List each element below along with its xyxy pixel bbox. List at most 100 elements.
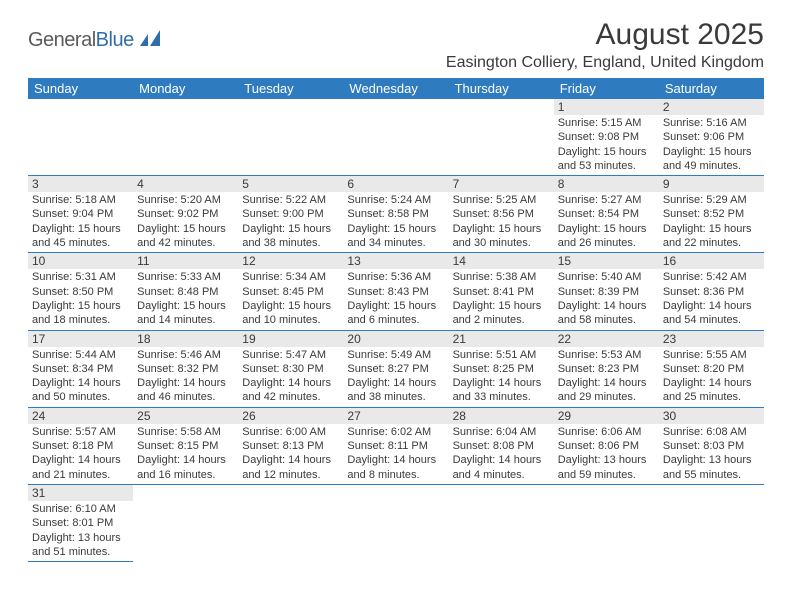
daylight-text: Daylight: 15 hours and 49 minutes. [663,145,760,174]
daylight-text: Daylight: 15 hours and 2 minutes. [453,299,550,328]
calendar-day-cell: 13Sunrise: 5:36 AMSunset: 8:43 PMDayligh… [343,253,448,330]
sunrise-text: Sunrise: 5:29 AM [663,193,760,207]
daylight-text: Daylight: 15 hours and 18 minutes. [32,299,129,328]
calendar-empty-cell [449,484,554,561]
calendar-day-cell: 2Sunrise: 5:16 AMSunset: 9:06 PMDaylight… [659,99,764,176]
day-number: 27 [343,408,448,424]
calendar-empty-cell [343,99,448,176]
sunrise-text: Sunrise: 6:10 AM [32,502,129,516]
sunset-text: Sunset: 8:32 PM [137,362,234,376]
calendar-day-cell: 22Sunrise: 5:53 AMSunset: 8:23 PMDayligh… [554,330,659,407]
calendar-empty-cell [554,484,659,561]
sunset-text: Sunset: 8:25 PM [453,362,550,376]
sunrise-text: Sunrise: 6:04 AM [453,425,550,439]
dow-header: Saturday [659,78,764,99]
day-number: 22 [554,331,659,347]
daylight-text: Daylight: 15 hours and 14 minutes. [137,299,234,328]
dow-header: Thursday [449,78,554,99]
sunset-text: Sunset: 8:03 PM [663,439,760,453]
day-number: 26 [238,408,343,424]
day-details: Sunrise: 5:38 AMSunset: 8:41 PMDaylight:… [449,269,554,329]
sunrise-text: Sunrise: 6:06 AM [558,425,655,439]
sunset-text: Sunset: 8:48 PM [137,285,234,299]
daylight-text: Daylight: 13 hours and 59 minutes. [558,453,655,482]
sunset-text: Sunset: 8:52 PM [663,207,760,221]
sunrise-text: Sunrise: 5:51 AM [453,348,550,362]
day-details: Sunrise: 6:10 AMSunset: 8:01 PMDaylight:… [28,501,133,561]
sunset-text: Sunset: 8:20 PM [663,362,760,376]
daylight-text: Daylight: 15 hours and 26 minutes. [558,222,655,251]
sunset-text: Sunset: 8:36 PM [663,285,760,299]
sunrise-text: Sunrise: 5:18 AM [32,193,129,207]
day-details: Sunrise: 5:58 AMSunset: 8:15 PMDaylight:… [133,424,238,484]
daylight-text: Daylight: 14 hours and 8 minutes. [347,453,444,482]
day-details: Sunrise: 5:53 AMSunset: 8:23 PMDaylight:… [554,347,659,407]
sunrise-text: Sunrise: 5:58 AM [137,425,234,439]
sunset-text: Sunset: 9:00 PM [242,207,339,221]
daylight-text: Daylight: 14 hours and 25 minutes. [663,376,760,405]
calendar-day-cell: 14Sunrise: 5:38 AMSunset: 8:41 PMDayligh… [449,253,554,330]
daylight-text: Daylight: 14 hours and 29 minutes. [558,376,655,405]
day-number: 16 [659,253,764,269]
daylight-text: Daylight: 15 hours and 34 minutes. [347,222,444,251]
sunset-text: Sunset: 8:08 PM [453,439,550,453]
dow-header: Wednesday [343,78,448,99]
calendar-empty-cell [343,484,448,561]
day-details: Sunrise: 5:25 AMSunset: 8:56 PMDaylight:… [449,192,554,252]
sunset-text: Sunset: 9:06 PM [663,130,760,144]
daylight-text: Daylight: 15 hours and 38 minutes. [242,222,339,251]
day-details: Sunrise: 5:51 AMSunset: 8:25 PMDaylight:… [449,347,554,407]
day-number: 18 [133,331,238,347]
day-details: Sunrise: 5:49 AMSunset: 8:27 PMDaylight:… [343,347,448,407]
day-number: 12 [238,253,343,269]
day-details: Sunrise: 6:06 AMSunset: 8:06 PMDaylight:… [554,424,659,484]
day-details: Sunrise: 5:22 AMSunset: 9:00 PMDaylight:… [238,192,343,252]
sunset-text: Sunset: 8:58 PM [347,207,444,221]
daylight-text: Daylight: 14 hours and 21 minutes. [32,453,129,482]
day-details: Sunrise: 6:02 AMSunset: 8:11 PMDaylight:… [343,424,448,484]
day-details: Sunrise: 5:36 AMSunset: 8:43 PMDaylight:… [343,269,448,329]
sunrise-text: Sunrise: 5:31 AM [32,270,129,284]
daylight-text: Daylight: 15 hours and 30 minutes. [453,222,550,251]
daylight-text: Daylight: 15 hours and 53 minutes. [558,145,655,174]
calendar-empty-cell [238,99,343,176]
day-details: Sunrise: 5:34 AMSunset: 8:45 PMDaylight:… [238,269,343,329]
day-details: Sunrise: 5:42 AMSunset: 8:36 PMDaylight:… [659,269,764,329]
day-details: Sunrise: 5:55 AMSunset: 8:20 PMDaylight:… [659,347,764,407]
sunrise-text: Sunrise: 5:22 AM [242,193,339,207]
calendar-day-cell: 4Sunrise: 5:20 AMSunset: 9:02 PMDaylight… [133,176,238,253]
page-header: GeneralBlue August 2025 Easington Collie… [28,18,764,72]
calendar-empty-cell [659,484,764,561]
calendar-day-cell: 27Sunrise: 6:02 AMSunset: 8:11 PMDayligh… [343,407,448,484]
calendar-day-cell: 24Sunrise: 5:57 AMSunset: 8:18 PMDayligh… [28,407,133,484]
day-number: 1 [554,99,659,115]
calendar-day-cell: 11Sunrise: 5:33 AMSunset: 8:48 PMDayligh… [133,253,238,330]
daylight-text: Daylight: 13 hours and 55 minutes. [663,453,760,482]
day-number: 13 [343,253,448,269]
calendar-day-cell: 6Sunrise: 5:24 AMSunset: 8:58 PMDaylight… [343,176,448,253]
day-number: 23 [659,331,764,347]
calendar-day-cell: 28Sunrise: 6:04 AMSunset: 8:08 PMDayligh… [449,407,554,484]
sunrise-text: Sunrise: 5:15 AM [558,116,655,130]
daylight-text: Daylight: 15 hours and 42 minutes. [137,222,234,251]
sunrise-text: Sunrise: 5:46 AM [137,348,234,362]
day-details: Sunrise: 5:46 AMSunset: 8:32 PMDaylight:… [133,347,238,407]
sunrise-text: Sunrise: 5:44 AM [32,348,129,362]
calendar-empty-cell [238,484,343,561]
calendar-week: 31Sunrise: 6:10 AMSunset: 8:01 PMDayligh… [28,484,764,561]
day-details: Sunrise: 5:33 AMSunset: 8:48 PMDaylight:… [133,269,238,329]
sunrise-text: Sunrise: 5:20 AM [137,193,234,207]
daylight-text: Daylight: 15 hours and 10 minutes. [242,299,339,328]
calendar-day-cell: 1Sunrise: 5:15 AMSunset: 9:08 PMDaylight… [554,99,659,176]
logo: GeneralBlue [28,28,166,53]
sunrise-text: Sunrise: 6:02 AM [347,425,444,439]
month-title: August 2025 [446,18,764,52]
sunset-text: Sunset: 8:30 PM [242,362,339,376]
day-number: 31 [28,485,133,501]
calendar-day-cell: 20Sunrise: 5:49 AMSunset: 8:27 PMDayligh… [343,330,448,407]
day-details: Sunrise: 5:24 AMSunset: 8:58 PMDaylight:… [343,192,448,252]
day-number: 10 [28,253,133,269]
sunset-text: Sunset: 8:06 PM [558,439,655,453]
day-number: 25 [133,408,238,424]
day-details: Sunrise: 5:40 AMSunset: 8:39 PMDaylight:… [554,269,659,329]
